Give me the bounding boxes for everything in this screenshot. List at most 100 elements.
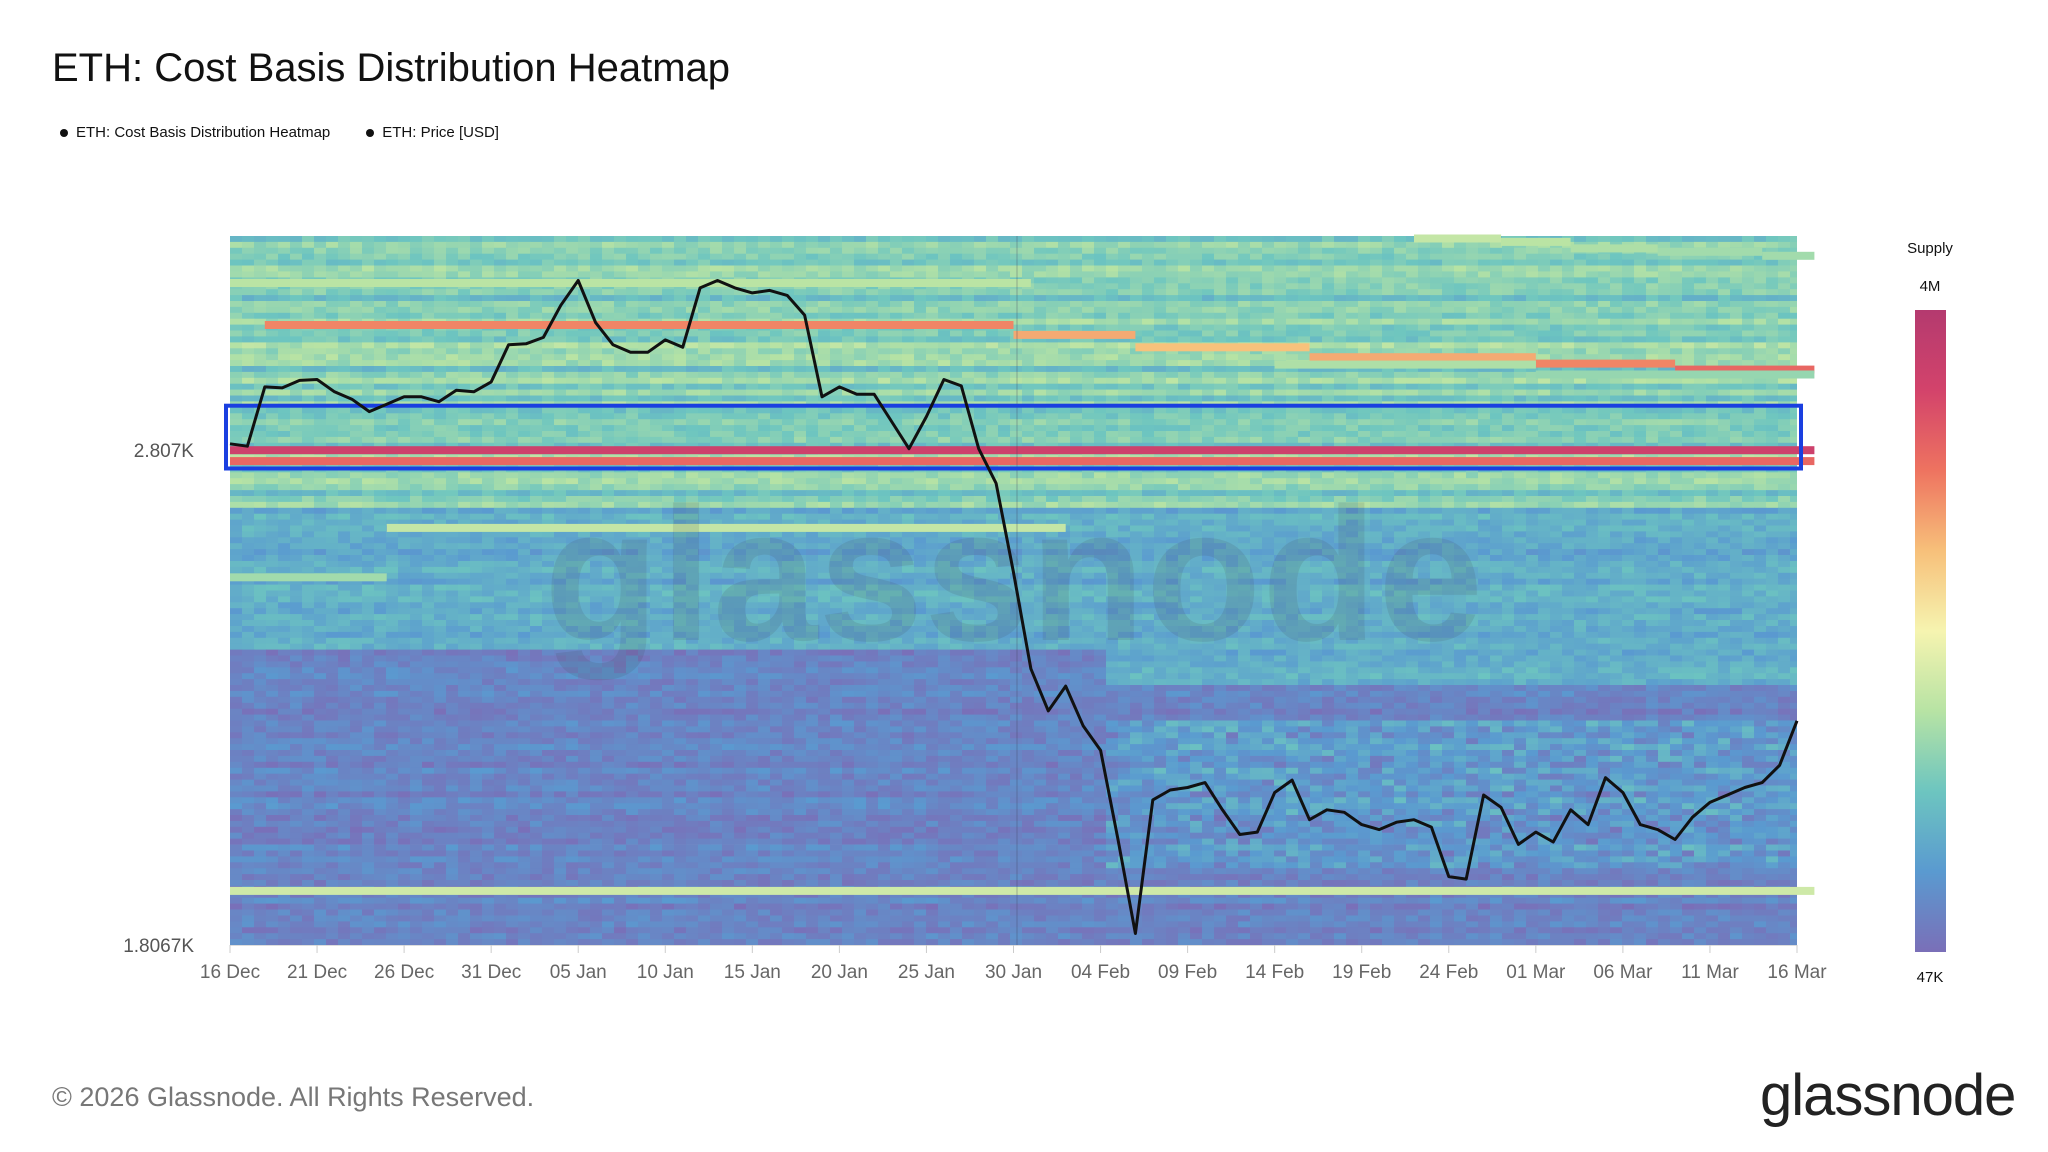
heatmap-cell	[890, 289, 903, 296]
heatmap-cell	[1382, 241, 1395, 249]
heatmap-cell	[866, 336, 879, 343]
heatmap-cell	[770, 253, 783, 260]
heatmap-cell	[1682, 431, 1695, 438]
heatmap-cell	[1538, 336, 1551, 343]
heatmap-cell	[1454, 312, 1467, 320]
heatmap-cell	[302, 295, 315, 302]
heatmap-cell	[602, 395, 615, 402]
heatmap-cell	[1442, 377, 1455, 385]
heatmap-cell	[1394, 318, 1407, 325]
heatmap-cell	[1070, 265, 1083, 272]
heatmap-cell	[1394, 389, 1407, 396]
heatmap-cell	[602, 383, 615, 390]
heatmap-cell	[746, 241, 759, 249]
heatmap-cell	[1778, 301, 1791, 308]
heatmap-cell	[1034, 236, 1047, 243]
heatmap-cell	[458, 253, 471, 260]
heatmap-cell	[1190, 265, 1203, 272]
heatmap-cell	[1238, 419, 1251, 426]
heatmap-cell	[662, 366, 675, 373]
heatmap-cell	[518, 259, 531, 266]
heatmap-cell	[458, 395, 471, 402]
heatmap-cell	[1682, 442, 1695, 450]
heatmap-cell	[230, 271, 243, 278]
heatmap-cell	[1478, 395, 1491, 402]
heatmap-cell	[278, 342, 291, 349]
heatmap-cell	[1034, 265, 1047, 272]
heatmap-cell	[986, 348, 999, 355]
heatmap-cell	[782, 271, 795, 278]
heatmap-cell	[782, 383, 795, 390]
heatmap-cell	[1142, 425, 1155, 432]
heatmap-cell	[1454, 425, 1467, 432]
heatmap-cell	[422, 407, 435, 414]
heatmap-cell	[482, 436, 495, 444]
heatmap-cell	[1622, 253, 1635, 260]
heatmap-cell	[1130, 295, 1143, 302]
heatmap-cell	[986, 236, 999, 243]
heatmap-cell	[422, 253, 435, 260]
heatmap-cell	[1034, 383, 1047, 390]
heatmap-cell	[1082, 425, 1095, 432]
heatmap-cell	[1634, 324, 1647, 331]
heatmap-cell	[542, 236, 555, 243]
heatmap-cell	[794, 413, 807, 420]
heatmap-cell	[1202, 312, 1215, 320]
heatmap-cell	[758, 253, 771, 260]
heatmap-cell	[1106, 371, 1119, 379]
heatmap-cell	[686, 395, 699, 402]
heatmap-cell	[1298, 253, 1311, 260]
heatmap-cell	[794, 383, 807, 390]
heatmap-cell	[998, 259, 1011, 266]
heatmap-cell	[350, 383, 363, 390]
heatmap-cell	[1658, 259, 1671, 266]
heatmap-cell	[866, 259, 879, 266]
heatmap-cell	[1490, 389, 1503, 396]
heatmap-cell	[1646, 236, 1659, 243]
heatmap-cell	[686, 342, 699, 349]
heatmap-cell	[638, 413, 651, 420]
heatmap-cell	[1022, 271, 1035, 278]
heatmap-cell	[542, 295, 555, 302]
heatmap-cell	[1106, 407, 1119, 414]
heatmap-cell	[1034, 431, 1047, 438]
legend-item-price[interactable]: ETH: Price [USD]	[366, 124, 499, 141]
heatmap-cell	[1322, 389, 1335, 396]
heatmap-cell	[1646, 312, 1659, 320]
heatmap-cell	[1406, 383, 1419, 390]
heatmap-cell	[710, 360, 723, 367]
heatmap-cell	[1406, 253, 1419, 260]
heatmap-cell	[890, 336, 903, 343]
heatmap-cell	[1358, 442, 1371, 450]
heatmap-cell	[1226, 253, 1239, 260]
heatmap-cell	[230, 330, 243, 337]
heatmap-cell	[1034, 371, 1047, 379]
heatmap-cell	[1466, 436, 1479, 444]
heatmap-cell	[830, 295, 843, 302]
heatmap-cell	[506, 354, 519, 361]
heatmap-cell	[314, 366, 327, 373]
heatmap-cell	[1082, 312, 1095, 320]
heatmap-cell	[878, 271, 891, 278]
heatmap-cell	[398, 301, 411, 308]
heatmap-cell	[1526, 265, 1539, 272]
heatmap-cell	[446, 407, 459, 414]
heatmap-cell	[1382, 289, 1395, 296]
heatmap-cell	[1430, 306, 1443, 314]
heatmap-cell	[1538, 442, 1551, 450]
heatmap-cell	[1610, 271, 1623, 278]
heatmap-cell	[806, 395, 819, 402]
heatmap-cell	[638, 330, 651, 337]
heatmap-cell	[1214, 336, 1227, 343]
heatmap-cell	[1550, 389, 1563, 396]
heatmap-cell	[1034, 354, 1047, 361]
heatmap-cell	[890, 407, 903, 414]
heatmap-cell	[1118, 436, 1131, 444]
heatmap-cell	[1682, 425, 1695, 432]
legend-item-heatmap[interactable]: ETH: Cost Basis Distribution Heatmap	[60, 124, 330, 141]
heatmap-cell	[1310, 431, 1323, 438]
heatmap-cell	[1406, 377, 1419, 385]
heatmap-cell	[1118, 247, 1131, 255]
heatmap-cell	[1106, 312, 1119, 320]
heatmap-cell	[590, 336, 603, 343]
